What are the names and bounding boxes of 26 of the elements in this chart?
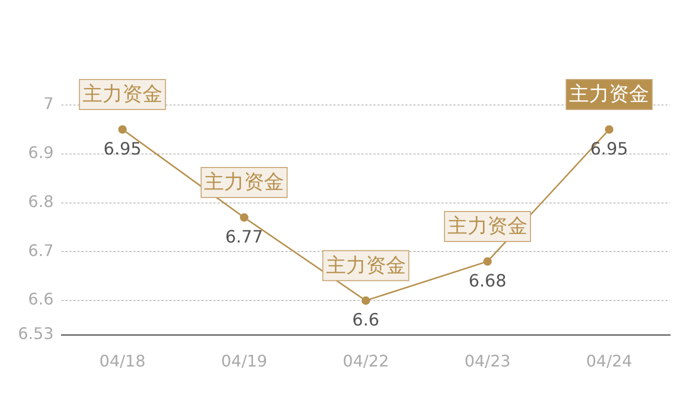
annotation: 主力资金 (204, 170, 284, 194)
point (483, 257, 492, 266)
annotation: 主力资金 (326, 252, 406, 277)
x-tick-label: 04/19 (221, 352, 268, 371)
y-tick-label: 7 (43, 94, 54, 114)
y-tick-label: 6.53 (18, 324, 54, 343)
data-label: 6.68 (468, 271, 506, 292)
annotation: 主力资金 (569, 82, 650, 106)
x-tick-label: 04/22 (342, 352, 389, 371)
y-tick-label: 6.9 (28, 143, 54, 162)
data-label: 6.6 (352, 310, 380, 330)
data-label: 6.95 (104, 139, 142, 160)
x-tick-label: 04/24 (586, 352, 632, 371)
point (118, 125, 127, 134)
annotation: 主力资金 (82, 82, 162, 106)
point (240, 213, 248, 222)
point (362, 296, 370, 305)
data-label: 6.77 (225, 227, 264, 248)
y-tick-label: 6.6 (28, 290, 54, 309)
x-tick-label: 04/23 (464, 352, 511, 371)
data-label: 6.95 (590, 139, 628, 160)
point (604, 125, 614, 134)
annotation: 主力资金 (447, 214, 528, 238)
y-tick-label: 6.8 (28, 192, 54, 211)
x-tick-label: 04/18 (99, 352, 146, 371)
y-tick-label: 6.7 (28, 240, 54, 260)
